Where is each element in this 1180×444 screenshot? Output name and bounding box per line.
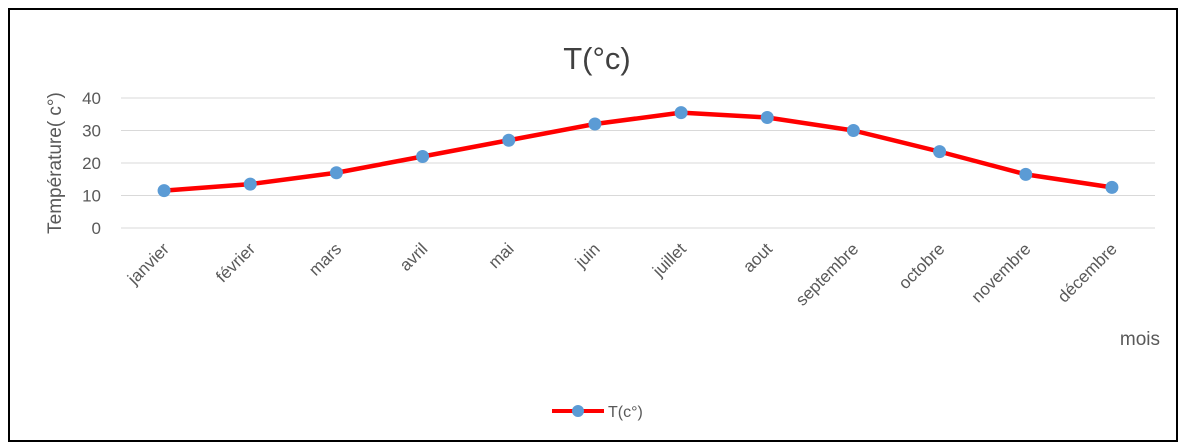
series-layer [157, 106, 1119, 198]
x-axis-tick-labels: janvier février mars avril mai juin juillet aou… [123, 239, 1120, 309]
x-tick-label: décembre [1054, 239, 1121, 306]
y-axis-title: Température( c°) [45, 92, 66, 234]
x-tick-label: mars [305, 239, 345, 279]
y-tick-label: 10 [82, 187, 101, 206]
y-tick-label: 30 [82, 122, 101, 141]
data-point [588, 117, 602, 131]
x-tick-label: octobre [895, 239, 949, 293]
x-tick-label: septembre [792, 239, 862, 309]
y-tick-label: 20 [82, 154, 101, 173]
data-point [416, 150, 430, 163]
chart-title: T(°c) [563, 41, 630, 76]
y-tick-label: 40 [82, 89, 101, 108]
data-point [760, 111, 774, 124]
x-tick-label: juillet [648, 239, 690, 281]
y-tick-label: 0 [92, 219, 101, 238]
data-point [1019, 167, 1033, 181]
legend-label: T(c°) [608, 404, 643, 421]
x-tick-label: mai [485, 239, 518, 272]
x-axis-title: mois [1120, 329, 1160, 350]
series-line [161, 110, 1115, 193]
x-tick-label: novembre [968, 239, 1035, 306]
data-point [674, 106, 688, 120]
x-tick-label: aout [739, 239, 776, 276]
data-point [502, 133, 516, 147]
x-tick-label: janvier [123, 239, 173, 289]
data-point [157, 184, 171, 198]
gridlines [121, 97, 1155, 229]
x-tick-label: juin [571, 239, 604, 272]
data-point [329, 166, 343, 180]
x-tick-label: avril [396, 239, 431, 274]
data-point [243, 177, 257, 191]
data-point [933, 145, 947, 159]
legend: T(c°) [552, 404, 643, 421]
legend-marker-swatch [572, 405, 584, 417]
y-axis-tick-labels: 0 10 20 30 40 [82, 89, 101, 238]
data-point [1105, 180, 1119, 194]
chart-frame [8, 8, 1178, 442]
x-tick-label: février [212, 239, 259, 286]
data-point [846, 124, 860, 137]
